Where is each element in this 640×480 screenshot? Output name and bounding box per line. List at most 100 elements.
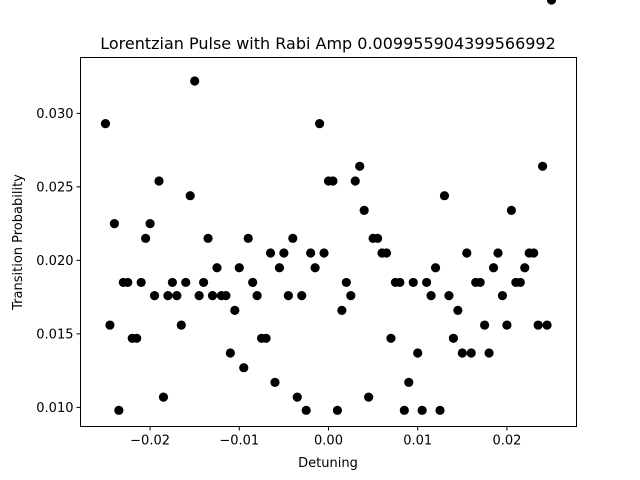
- data-point: [453, 305, 463, 315]
- data-point: [310, 263, 320, 273]
- data-point: [100, 119, 111, 129]
- data-point: [261, 333, 271, 343]
- data-point: [283, 291, 293, 301]
- plot-frame: [80, 57, 577, 427]
- data-point: [203, 233, 213, 243]
- data-point: [248, 277, 258, 288]
- data-point: [515, 277, 525, 288]
- data-point: [185, 191, 195, 201]
- data-point: [243, 233, 253, 243]
- data-point: [141, 233, 151, 243]
- data-point: [292, 392, 302, 402]
- chart-title: Lorentzian Pulse with Rabi Amp 0.0099559…: [100, 34, 556, 53]
- data-point: [132, 333, 142, 343]
- data-point: [270, 377, 280, 387]
- data-point: [413, 348, 423, 358]
- data-point: [109, 219, 119, 229]
- data-point: [439, 191, 450, 201]
- x-tick-label: 0.02: [492, 434, 521, 449]
- data-point: [520, 263, 530, 273]
- data-point: [381, 248, 392, 258]
- data-point: [417, 405, 427, 415]
- data-point: [199, 277, 209, 288]
- data-point: [484, 348, 494, 358]
- data-point: [301, 405, 311, 415]
- data-point: [234, 263, 244, 273]
- y-tick-label: 0.025: [36, 180, 73, 195]
- data-point: [105, 320, 115, 330]
- data-point: [207, 291, 218, 301]
- x-axis-label: Detuning: [298, 456, 358, 471]
- data-point: [279, 248, 289, 258]
- data-point: [364, 392, 374, 402]
- data-point: [426, 291, 436, 301]
- data-point: [265, 248, 276, 258]
- data-point: [341, 277, 351, 288]
- data-point: [328, 176, 338, 186]
- data-point: [239, 363, 249, 373]
- x-axis: −0.02 −0.01 0.00 0.01 0.02: [130, 426, 521, 449]
- data-point: [181, 277, 191, 288]
- data-point: [542, 320, 552, 330]
- data-point: [230, 305, 240, 315]
- y-tick-label: 0.010: [36, 401, 73, 416]
- data-point: [355, 161, 365, 171]
- x-tick-label: 0.01: [403, 434, 432, 449]
- data-point: [546, 0, 557, 5]
- data-point: [395, 277, 405, 288]
- data-point: [297, 291, 307, 301]
- data-point: [288, 233, 298, 243]
- y-axis-label: Transition Probability: [11, 174, 26, 311]
- data-point: [480, 320, 490, 330]
- data-point: [399, 405, 409, 415]
- data-point: [493, 248, 503, 258]
- data-point: [538, 161, 548, 171]
- data-point: [190, 76, 200, 86]
- data-point: [123, 277, 133, 288]
- data-point: [462, 248, 472, 258]
- data-point: [314, 119, 325, 129]
- y-tick-label: 0.015: [36, 327, 73, 342]
- data-point: [346, 291, 356, 301]
- data-point: [448, 333, 458, 343]
- x-tick-label: 0.00: [314, 434, 343, 449]
- data-point: [337, 305, 347, 315]
- data-point: [154, 176, 164, 186]
- x-tick-label: −0.01: [219, 434, 259, 449]
- data-point: [444, 291, 454, 301]
- data-point: [158, 392, 169, 402]
- data-point: [136, 277, 146, 288]
- y-tick-label: 0.020: [36, 254, 73, 269]
- data-point: [529, 248, 539, 258]
- data-point: [225, 348, 235, 358]
- data-point: [252, 291, 262, 301]
- data-point: [221, 291, 231, 301]
- data-point: [386, 333, 396, 343]
- data-point: [422, 277, 432, 288]
- data-point: [350, 176, 360, 186]
- data-point: [430, 263, 441, 273]
- data-point: [149, 291, 160, 301]
- data-point: [114, 405, 124, 415]
- data-point: [172, 291, 182, 301]
- data-point: [163, 291, 173, 301]
- data-points: [100, 0, 557, 415]
- data-point: [319, 248, 329, 258]
- data-point: [306, 248, 316, 258]
- data-point: [502, 320, 512, 330]
- data-point: [466, 348, 476, 358]
- data-point: [533, 320, 543, 330]
- data-point: [274, 263, 285, 273]
- data-point: [475, 277, 485, 288]
- data-point: [212, 263, 222, 273]
- data-point: [497, 291, 508, 301]
- data-point: [404, 377, 414, 387]
- data-point: [488, 263, 499, 273]
- data-point: [435, 405, 445, 415]
- data-point: [194, 291, 204, 301]
- x-tick-label: −0.02: [130, 434, 170, 449]
- data-point: [359, 205, 369, 215]
- data-point: [167, 277, 177, 288]
- data-point: [176, 320, 186, 330]
